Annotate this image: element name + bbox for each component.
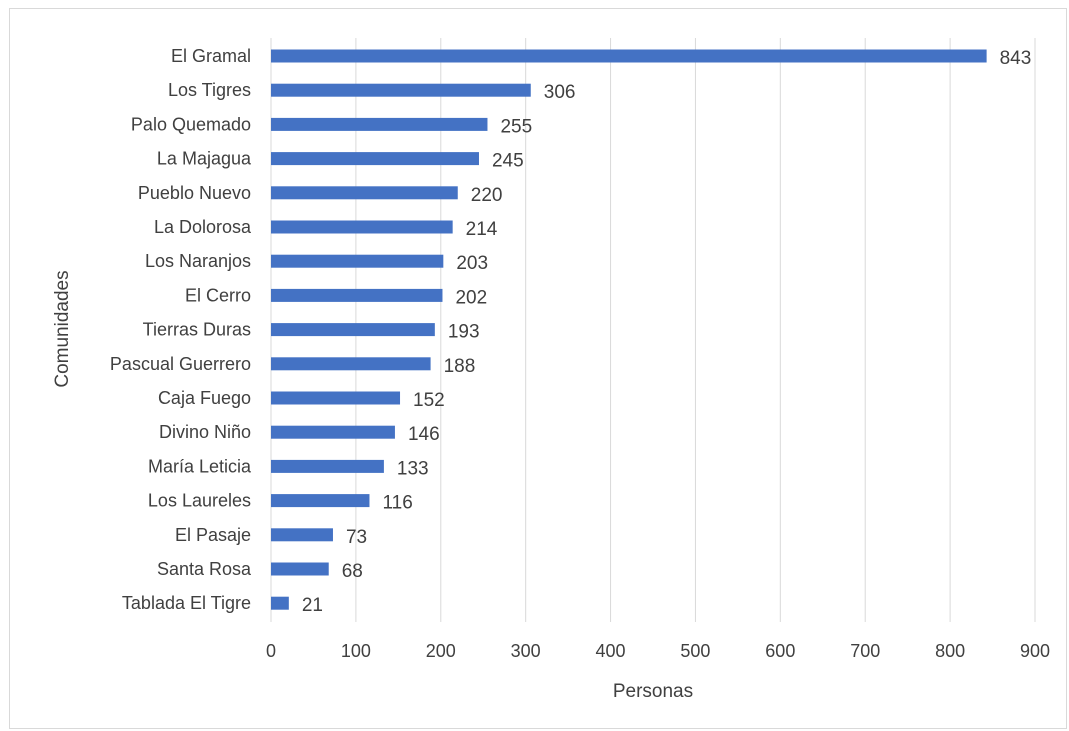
data-label: 306 xyxy=(544,82,576,103)
category-label: Tablada El Tigre xyxy=(122,593,251,613)
category-label: Pueblo Nuevo xyxy=(138,183,251,203)
category-label: Palo Quemado xyxy=(131,114,251,134)
bar-3 xyxy=(271,152,479,166)
data-label: 202 xyxy=(455,287,487,308)
category-label: La Dolorosa xyxy=(154,217,252,237)
data-label: 193 xyxy=(448,322,480,343)
category-label: María Leticia xyxy=(148,456,252,476)
category-label: El Pasaje xyxy=(175,525,251,545)
bar-7 xyxy=(271,288,443,302)
x-tick-label: 600 xyxy=(765,641,795,661)
gridlines xyxy=(270,38,1036,622)
y-axis-title: Comunidades xyxy=(52,270,73,387)
data-label: 68 xyxy=(342,561,363,582)
bars xyxy=(271,49,987,610)
data-label: 220 xyxy=(471,185,503,206)
x-tick-label: 0 xyxy=(266,641,276,661)
bar-14 xyxy=(271,528,333,542)
category-label: Tierras Duras xyxy=(143,320,251,340)
data-label: 255 xyxy=(500,116,532,137)
category-label: Los Laureles xyxy=(148,491,251,511)
bar-9 xyxy=(271,357,431,371)
chart-frame xyxy=(9,8,1067,729)
data-label: 203 xyxy=(456,253,488,274)
category-label: La Majagua xyxy=(157,149,252,169)
x-tick-label: 800 xyxy=(935,641,965,661)
category-labels: El Gramal Los Tigres Palo Quemado La Majagu… xyxy=(110,46,252,613)
bar-12 xyxy=(271,459,384,473)
category-label: Divino Niño xyxy=(159,422,251,442)
data-label: 73 xyxy=(346,527,367,548)
data-label: 152 xyxy=(413,390,445,411)
bar-6 xyxy=(271,254,444,268)
x-tick-label: 900 xyxy=(1020,641,1050,661)
category-label: Los Tigres xyxy=(168,80,251,100)
data-label: 146 xyxy=(408,424,440,445)
x-tick-label: 300 xyxy=(511,641,541,661)
x-tick-label: 500 xyxy=(680,641,710,661)
category-label: Santa Rosa xyxy=(157,559,252,579)
bar-16 xyxy=(271,596,289,610)
bar-2 xyxy=(271,117,488,131)
bar-8 xyxy=(271,323,435,337)
category-label: Los Naranjos xyxy=(145,251,251,271)
data-label: 188 xyxy=(444,356,476,377)
data-label: 214 xyxy=(466,219,498,240)
x-tick-label: 200 xyxy=(426,641,456,661)
x-tick-label: 700 xyxy=(850,641,880,661)
bar-13 xyxy=(271,494,370,508)
data-label: 843 xyxy=(1000,48,1032,69)
bar-15 xyxy=(271,562,329,576)
x-tick-label: 400 xyxy=(596,641,626,661)
x-tick-labels: 0 100 200 300 400 500 600 700 800 900 xyxy=(266,641,1050,661)
category-label: Caja Fuego xyxy=(158,388,251,408)
bar-11 xyxy=(271,425,395,439)
data-label: 133 xyxy=(397,458,429,479)
bar-0 xyxy=(271,49,987,63)
bar-1 xyxy=(271,83,531,97)
data-label: 116 xyxy=(382,493,412,514)
category-label: El Gramal xyxy=(171,46,251,66)
category-label: El Cerro xyxy=(185,285,251,305)
bar-4 xyxy=(271,186,458,200)
x-tick-label: 100 xyxy=(341,641,371,661)
data-labels: 843 306 255 245 220 214 203 202 193 188 152 146 133 1… xyxy=(302,48,1031,616)
bar-5 xyxy=(271,220,453,234)
x-axis-title: Personas xyxy=(613,681,693,702)
bar-10 xyxy=(271,391,401,405)
category-label: Pascual Guerrero xyxy=(110,354,251,374)
data-label: 245 xyxy=(492,151,524,172)
data-label: 21 xyxy=(302,595,323,616)
